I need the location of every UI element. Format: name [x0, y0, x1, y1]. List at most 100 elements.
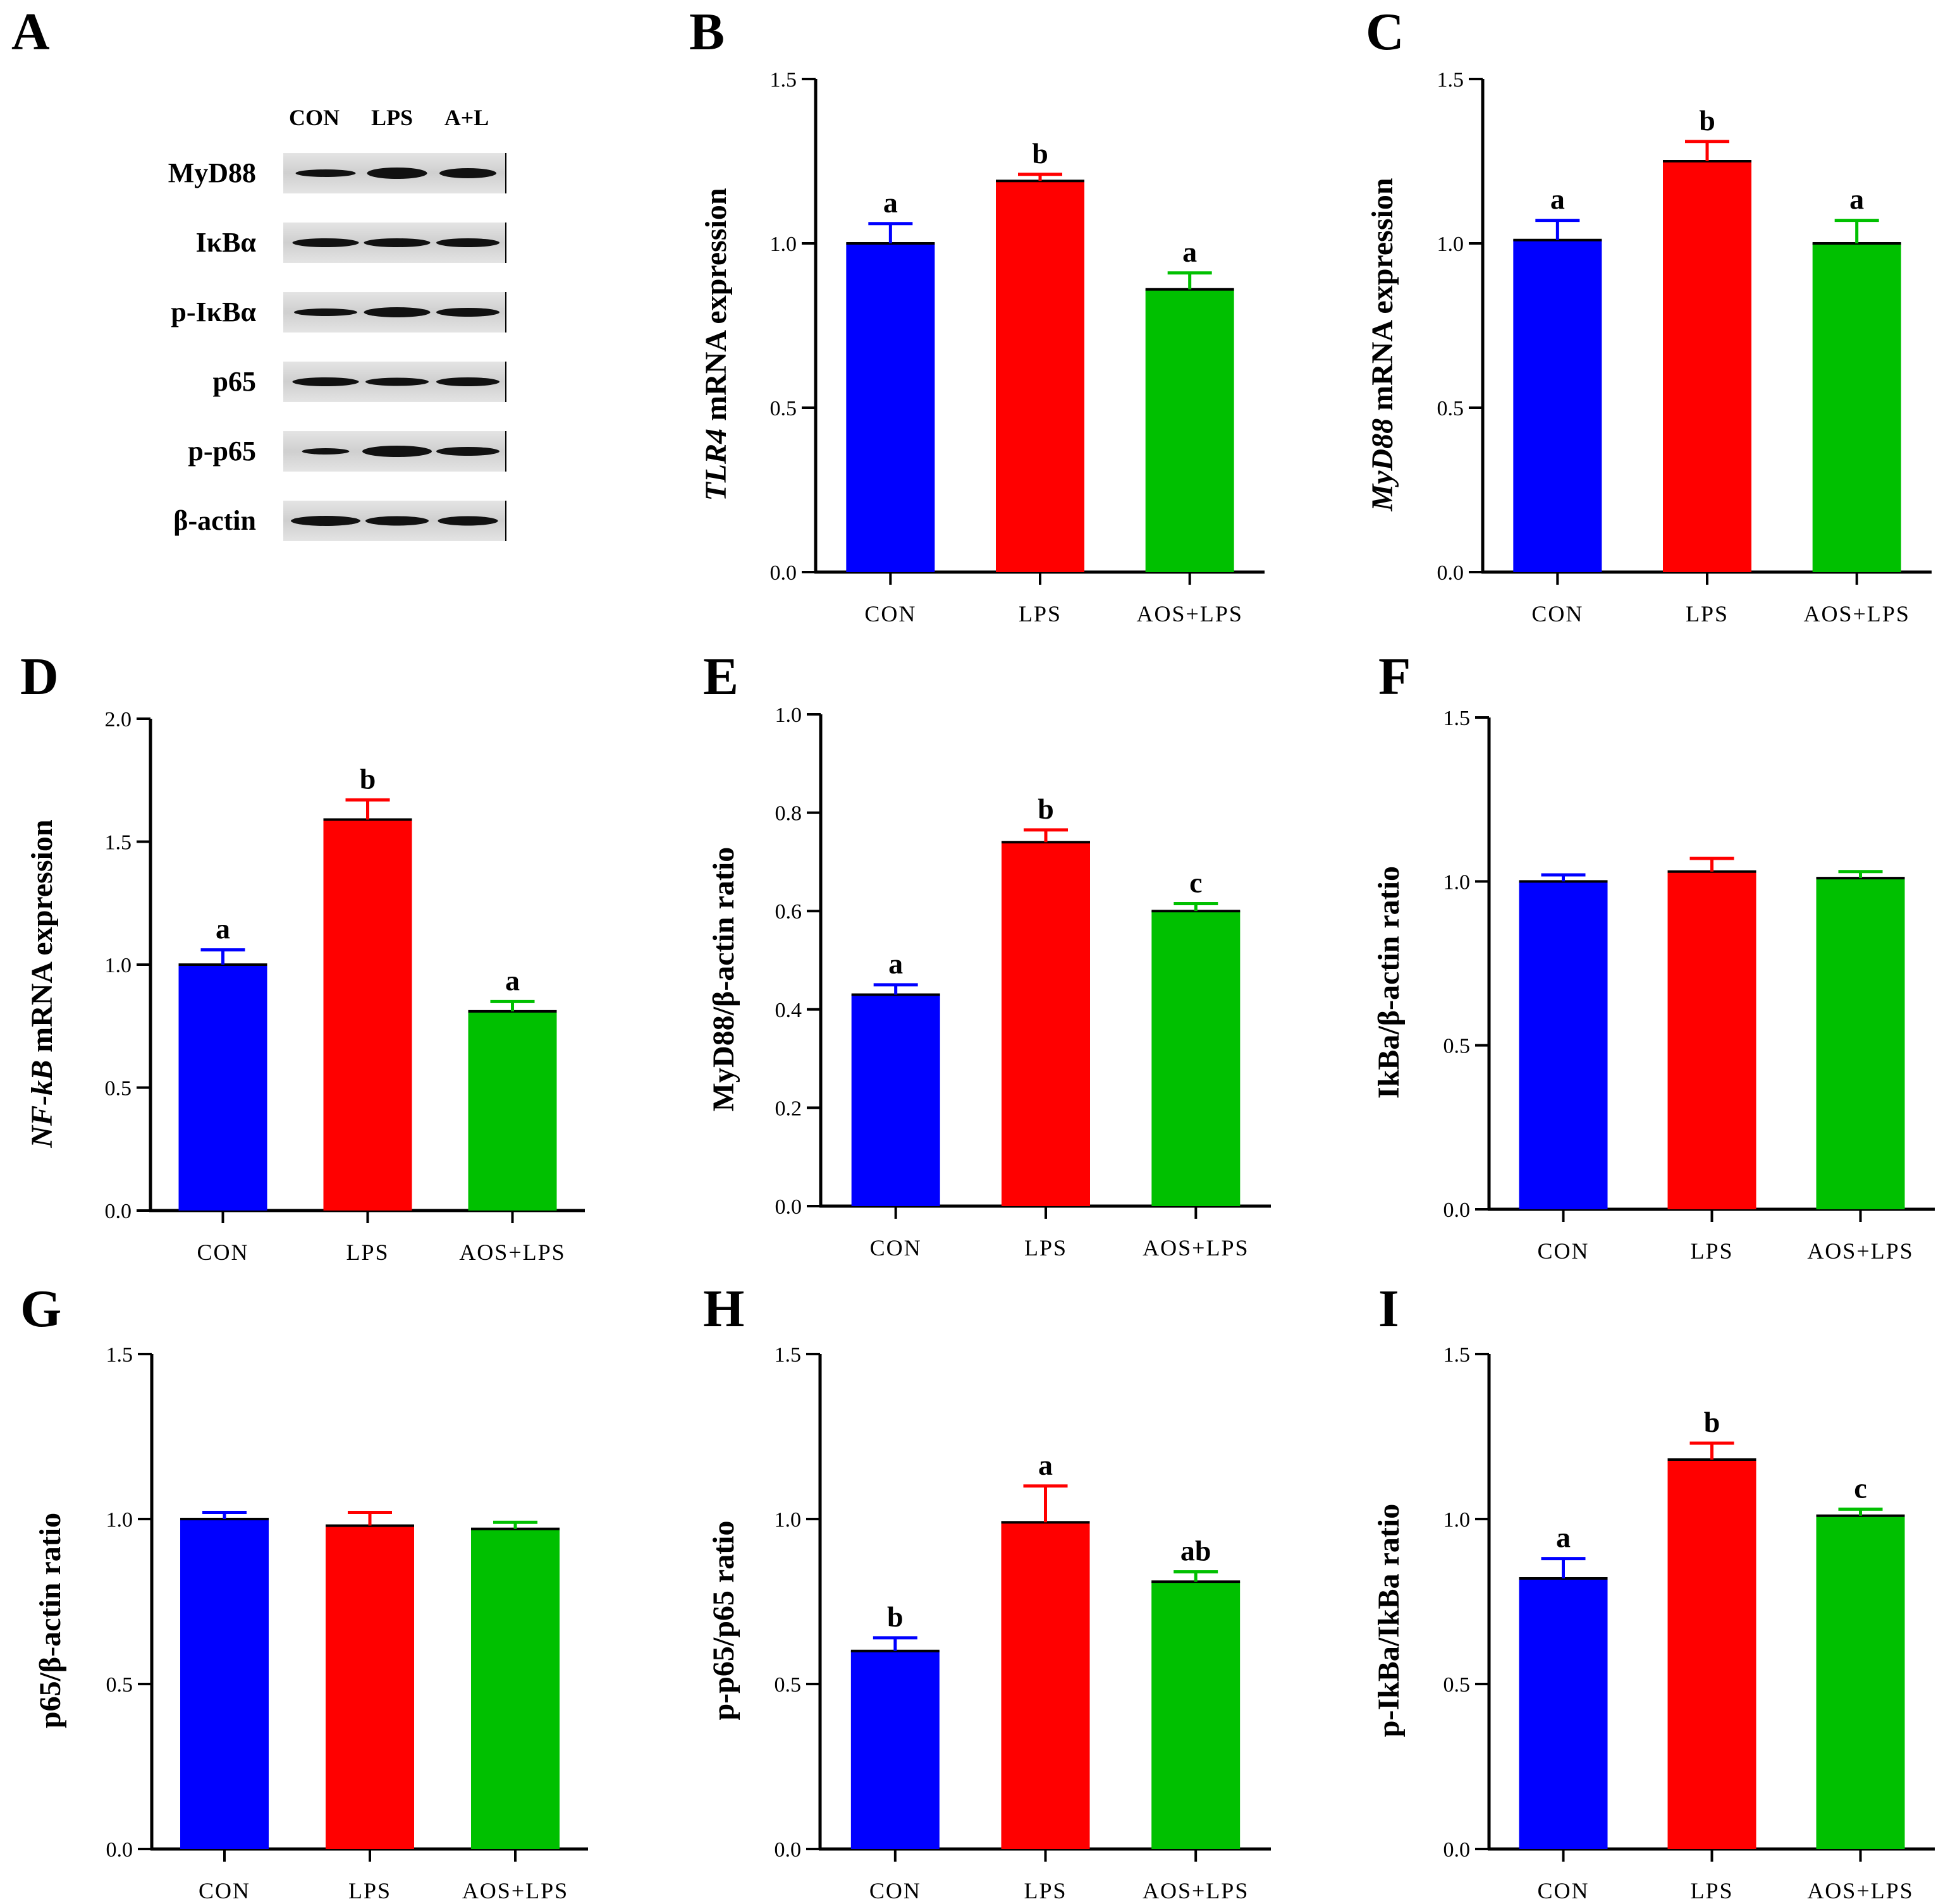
bar-con — [850, 1651, 940, 1849]
y-axis-label: TLR4 mRNA expression — [699, 188, 733, 501]
panel-letter-b: B — [689, 3, 725, 61]
significance-letter: a — [1556, 1522, 1571, 1554]
bar-lps — [1001, 1522, 1090, 1849]
x-tick-label: LPS — [1024, 1235, 1067, 1260]
significance-letter: ab — [1180, 1535, 1211, 1567]
y-tick-label: 0.5 — [105, 1077, 132, 1101]
panel-letter-a: A — [11, 3, 50, 61]
bar-lps — [323, 819, 412, 1211]
bar-con — [851, 994, 940, 1206]
blot-band — [294, 308, 357, 316]
y-tick-label: 0.0 — [106, 1838, 133, 1862]
x-tick-label: AOS+LPS — [1803, 601, 1909, 626]
bar-con — [1513, 240, 1602, 572]
y-axis-label-gene: MyD88 — [1366, 418, 1399, 512]
significance-letter: a — [888, 948, 903, 980]
y-axis-label-text: mRNA expression — [1366, 178, 1399, 418]
y-axis-label: p65/β-actin ratio — [34, 1513, 67, 1728]
significance-letter: b — [360, 762, 376, 795]
panel-letter-f: F — [1378, 647, 1411, 706]
blot-band — [362, 446, 432, 457]
y-tick-label: 0.2 — [775, 1097, 802, 1120]
significance-letter: b — [1699, 104, 1715, 137]
y-tick-label: 0.6 — [775, 900, 802, 924]
y-axis-label-text: mRNA expression — [25, 819, 59, 1059]
x-tick-label: CON — [199, 1878, 250, 1903]
blot-band — [365, 377, 429, 386]
y-tick-label: 0.0 — [775, 1838, 802, 1862]
y-axis-label-text: p65/β-actin ratio — [34, 1513, 67, 1728]
y-tick-label: 0.5 — [1443, 1035, 1471, 1058]
bar-aos-lps — [1816, 878, 1905, 1209]
x-tick-label: CON — [1531, 601, 1583, 626]
y-tick-label: 0.5 — [775, 1673, 802, 1697]
panel-letter-g: G — [20, 1279, 62, 1338]
blot-band — [436, 308, 500, 317]
x-tick-label: AOS+LPS — [1143, 1878, 1249, 1903]
y-tick-label: 1.5 — [106, 1343, 133, 1367]
x-tick-label: CON — [1537, 1878, 1589, 1903]
bar-lps — [1663, 161, 1751, 572]
chart-f: 0.0 0.5 1.0 1.5 IkBa/β-actin ratio CON LPS AOS+… — [1372, 707, 1935, 1264]
y-tick-label: 1.0 — [1443, 1508, 1471, 1532]
y-tick-label: 1.0 — [1437, 233, 1464, 256]
blot-row-label: p65 — [213, 366, 256, 397]
bar-con — [180, 1519, 269, 1849]
y-tick-label: 0.0 — [105, 1200, 132, 1223]
significance-letter: a — [216, 913, 230, 945]
significance-letter: b — [1038, 793, 1054, 825]
bar-lps — [326, 1525, 414, 1849]
x-tick-label: LPS — [346, 1240, 389, 1265]
x-tick-label: AOS+LPS — [1136, 601, 1242, 626]
y-tick-label: 1.5 — [105, 831, 132, 855]
blot-lane-label: LPS — [371, 105, 413, 130]
x-tick-label: AOS+LPS — [459, 1240, 565, 1265]
bar-aos-lps — [1812, 243, 1901, 572]
y-tick-label: 0.8 — [775, 802, 802, 826]
y-tick-label: 0.0 — [1443, 1199, 1471, 1222]
bar-aos-lps — [1145, 289, 1234, 572]
bar-aos-lps — [1151, 911, 1241, 1206]
significance-letter: b — [887, 1601, 904, 1633]
y-tick-label: 0.5 — [106, 1673, 133, 1697]
bar-lps — [996, 181, 1084, 572]
x-tick-label: AOS+LPS — [1807, 1878, 1913, 1903]
x-tick-label: CON — [197, 1240, 248, 1265]
y-tick-label: 0.0 — [1437, 561, 1464, 585]
blot-lane-label: CON — [289, 105, 340, 130]
y-tick-label: 0.5 — [1443, 1673, 1471, 1697]
panel-letter-i: I — [1378, 1279, 1399, 1338]
bar-con — [1519, 1578, 1608, 1849]
blot-lane-label: A+L — [444, 105, 489, 130]
y-tick-label: 0.0 — [770, 561, 797, 585]
bar-lps — [1002, 842, 1090, 1206]
y-axis-label-text: MyD88/β-actin ratio — [707, 847, 740, 1112]
y-tick-label: 0.5 — [1437, 397, 1464, 420]
y-axis-label-gene: TLR4 — [699, 429, 733, 501]
blot-band — [364, 307, 431, 317]
x-tick-label: LPS — [348, 1878, 391, 1903]
y-axis-label: p-IkBa/IkBa ratio — [1372, 1504, 1406, 1737]
bar-lps — [1667, 1460, 1756, 1849]
x-tick-label: LPS — [1019, 601, 1062, 626]
western-blot: CON LPS A+L MyD88 IκBα p-IκBα p65 p-p65 β-act… — [168, 105, 506, 541]
y-axis-label-gene: NF-kB — [25, 1060, 59, 1149]
significance-letter: b — [1704, 1406, 1720, 1438]
chart-e: 0.0 0.2 0.4 0.6 0.8 1.0 MyD88/β-actin ratio a CO… — [707, 704, 1271, 1260]
blot-band — [364, 238, 431, 247]
chart-c: 0.0 0.5 1.0 1.5 MyD88 mRNA expression a CON b LP… — [1366, 68, 1932, 626]
chart-g: 0.0 0.5 1.0 1.5 p65/β-actin ratio CON LPS AOS+L… — [34, 1343, 588, 1903]
y-tick-label: 0.0 — [1443, 1838, 1471, 1862]
significance-letter: c — [1854, 1472, 1866, 1504]
bar-aos-lps — [471, 1529, 560, 1849]
x-tick-label: LPS — [1024, 1878, 1067, 1903]
chart-b: 0.0 0.5 1.0 1.5 TLR4 mRNA expression a CON b LPS… — [699, 68, 1265, 626]
y-axis-label: NF-kB mRNA expression — [25, 819, 59, 1148]
y-tick-label: 1.0 — [775, 1508, 802, 1532]
x-tick-label: LPS — [1686, 601, 1729, 626]
bar-aos-lps — [468, 1011, 557, 1211]
y-tick-label: 2.0 — [105, 708, 132, 731]
y-tick-label: 1.5 — [1443, 1343, 1471, 1367]
y-axis-label: MyD88/β-actin ratio — [707, 847, 740, 1112]
bar-aos-lps — [1816, 1515, 1905, 1849]
